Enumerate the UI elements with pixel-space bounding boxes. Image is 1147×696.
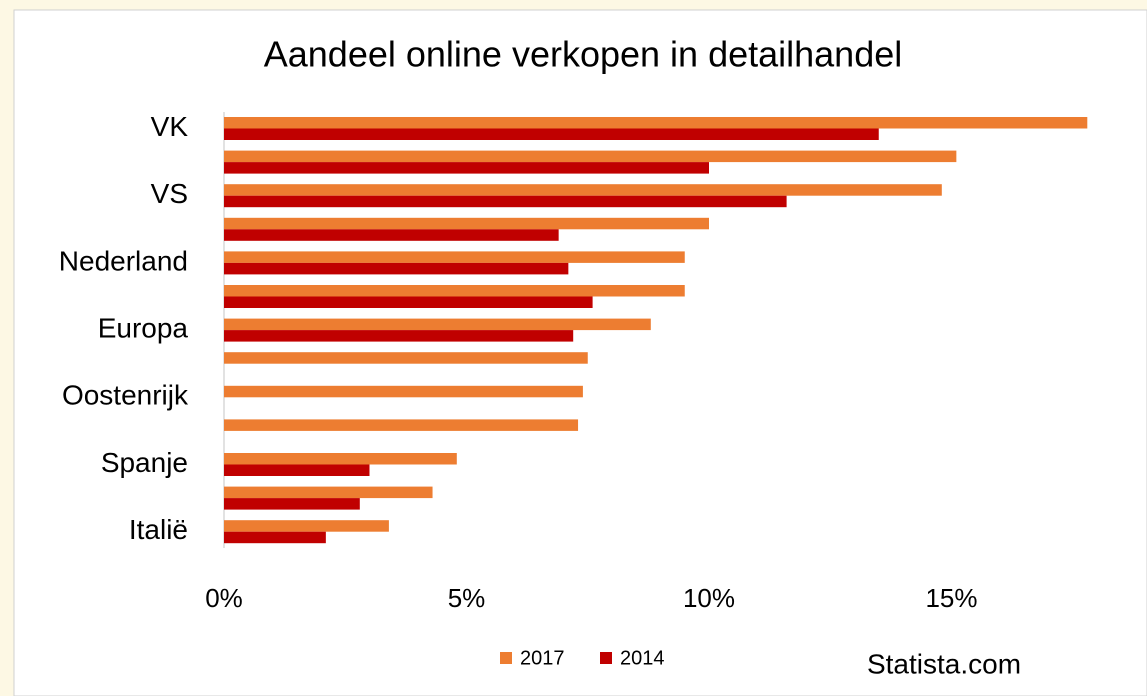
bar bbox=[224, 330, 574, 342]
bar bbox=[224, 498, 360, 510]
bar bbox=[224, 184, 942, 196]
bar bbox=[224, 195, 787, 208]
bar bbox=[224, 251, 685, 263]
bar bbox=[224, 117, 1088, 129]
bar bbox=[224, 162, 709, 174]
bar bbox=[224, 352, 588, 364]
legend-swatch bbox=[600, 652, 612, 664]
y-tick-label: Oostenrijk bbox=[62, 380, 189, 411]
y-tick-label: VK bbox=[151, 111, 189, 142]
x-tick-label: 5% bbox=[448, 583, 486, 613]
bar bbox=[224, 520, 389, 532]
chart-title: Aandeel online verkopen in detailhandel bbox=[264, 34, 903, 75]
bar bbox=[224, 453, 457, 465]
y-tick-label: Europa bbox=[98, 312, 189, 343]
y-tick-label: VS bbox=[151, 178, 188, 209]
bar bbox=[224, 229, 559, 241]
y-tick-label: Italië bbox=[129, 514, 188, 545]
bar bbox=[224, 285, 685, 297]
bar bbox=[224, 150, 957, 163]
bar bbox=[224, 262, 569, 275]
y-tick-label: Nederland bbox=[59, 245, 188, 276]
bar bbox=[224, 217, 709, 230]
legend-label: 2014 bbox=[620, 647, 665, 669]
bar bbox=[224, 385, 583, 398]
legend-swatch bbox=[500, 652, 512, 664]
bar bbox=[224, 486, 433, 499]
y-tick-label: Spanje bbox=[101, 447, 188, 478]
source: Statista.com bbox=[867, 648, 1021, 679]
bar bbox=[224, 464, 370, 476]
x-tick-label: 10% bbox=[683, 583, 735, 613]
bar bbox=[224, 128, 879, 140]
x-tick-label: 0% bbox=[205, 583, 243, 613]
bar bbox=[224, 296, 593, 308]
bar bbox=[224, 419, 579, 431]
legend-label: 2017 bbox=[520, 647, 565, 669]
bar bbox=[224, 531, 326, 544]
bar bbox=[224, 318, 651, 331]
x-tick-label: 15% bbox=[925, 583, 977, 613]
